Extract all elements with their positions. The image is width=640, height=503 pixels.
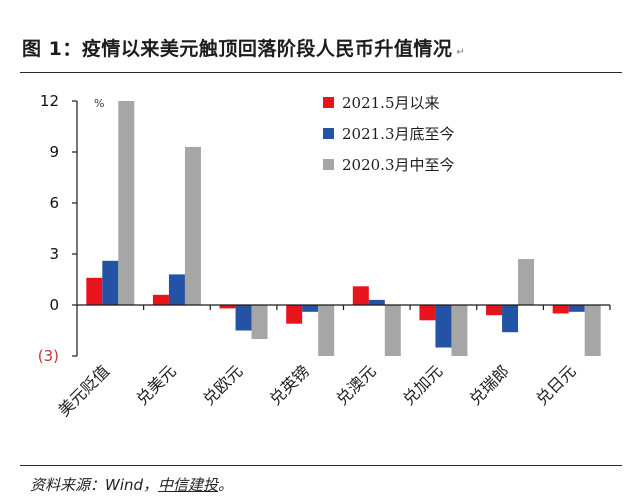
legend-swatch xyxy=(323,97,334,108)
y-axis: 12 9 6 3 0 (3) xyxy=(38,92,78,365)
source-prefix: 资料来源：Wind， xyxy=(30,476,159,494)
bar xyxy=(286,305,303,324)
bar xyxy=(318,305,335,356)
bar xyxy=(302,305,319,312)
bar xyxy=(451,305,468,356)
source-end-mark: 。 xyxy=(218,476,234,494)
bar xyxy=(118,101,135,305)
bar xyxy=(168,274,185,305)
legend-label: 2021.3月底至今 xyxy=(342,125,455,143)
bar xyxy=(102,260,119,305)
category-label: 美元贬值 xyxy=(54,361,113,420)
bar xyxy=(152,294,169,305)
category-label: 兑加元 xyxy=(399,361,446,408)
category-labels: 美元贬值 兑美元 兑欧元 兑英镑 兑澳元 兑加元 兑瑞郎 兑日元 xyxy=(54,361,579,420)
category-label: 兑瑞郎 xyxy=(466,361,513,408)
category-label: 兑英镑 xyxy=(266,361,313,408)
legend-swatch xyxy=(323,159,334,170)
bar xyxy=(368,299,385,305)
bar xyxy=(435,305,452,348)
y-tick-label: 6 xyxy=(49,194,59,212)
bar xyxy=(518,259,535,305)
bar xyxy=(584,305,601,356)
source-org: 中信建投 xyxy=(158,476,219,494)
title-divider xyxy=(20,72,622,73)
y-tick-label: 0 xyxy=(49,296,59,314)
legend-swatch xyxy=(323,128,334,139)
bar xyxy=(419,305,436,321)
bar xyxy=(486,305,503,316)
chart-title: 图 1：疫情以来美元触顶回落阶段人民币升值情况 ↵ xyxy=(22,34,465,61)
bar xyxy=(384,305,401,356)
category-label: 兑日元 xyxy=(532,361,579,408)
bar xyxy=(552,305,569,314)
bar xyxy=(568,305,585,312)
y-tick-label: 3 xyxy=(49,245,59,263)
bar xyxy=(235,305,252,331)
chart-title-text: 图 1：疫情以来美元触顶回落阶段人民币升值情况 xyxy=(22,38,453,60)
bar xyxy=(184,146,201,305)
category-label: 兑欧元 xyxy=(199,361,246,408)
bars xyxy=(86,101,601,356)
bar xyxy=(219,305,236,309)
legend: 2021.5月以来 2021.3月底至今 2020.3月中至今 xyxy=(323,94,455,174)
bar xyxy=(86,277,103,305)
legend-label: 2021.5月以来 xyxy=(342,94,440,112)
y-tick-label: 12 xyxy=(40,92,59,110)
bar xyxy=(502,305,519,333)
bar xyxy=(251,305,268,339)
source-note: 资料来源：Wind，中信建投。 xyxy=(30,474,233,495)
y-unit-label: % xyxy=(94,97,104,110)
category-label: 兑美元 xyxy=(132,361,179,408)
return-mark-icon: ↵ xyxy=(456,47,466,58)
x-axis xyxy=(77,304,611,310)
footer-divider xyxy=(20,465,622,466)
bar xyxy=(352,286,369,305)
category-label: 兑澳元 xyxy=(332,361,379,408)
y-tick-label: 9 xyxy=(49,143,59,161)
y-tick-label: (3) xyxy=(38,347,59,365)
legend-label: 2020.3月中至今 xyxy=(342,156,455,174)
